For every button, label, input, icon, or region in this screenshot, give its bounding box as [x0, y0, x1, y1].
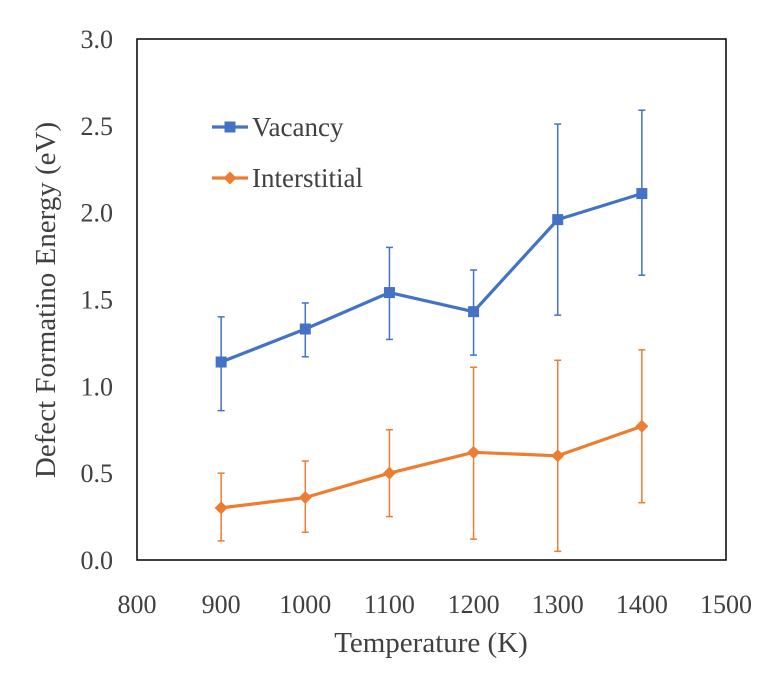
legend-marker-vacancy [224, 121, 236, 133]
y-tick-label: 2.5 [81, 112, 114, 141]
series-line-vacancy [220, 192, 643, 364]
y-axis-title: Defect Formatino Energy (eV) [30, 122, 62, 478]
series-interstitial [214, 349, 649, 553]
legend-item-interstitial: Interstitial [212, 163, 363, 193]
x-tick-label: 1400 [616, 590, 668, 619]
data-point-vacancy [299, 323, 311, 335]
plot-area-frame [136, 38, 727, 561]
legend-item-vacancy: Vacancy [212, 112, 344, 142]
data-point-interstitial [635, 419, 649, 433]
series-vacancy [215, 109, 648, 412]
x-tick-label: 1000 [279, 590, 331, 619]
x-tick-label: 1500 [700, 590, 752, 619]
series-layer [214, 109, 649, 553]
x-tick-label: 1300 [532, 590, 584, 619]
data-point-vacancy [636, 188, 648, 200]
data-point-interstitial [551, 449, 565, 463]
data-point-interstitial [467, 445, 481, 459]
x-tick-label: 1100 [364, 590, 415, 619]
x-tick-label: 800 [118, 590, 157, 619]
y-tick-label: 0.0 [81, 546, 114, 575]
legend: Vacancy Interstitial [212, 112, 363, 193]
data-point-vacancy [383, 287, 395, 299]
series-line-interstitial [220, 424, 643, 510]
y-tick-label: 3.0 [81, 25, 114, 54]
y-tick-labels: 0.0 0.5 1.0 1.5 2.0 2.5 3.0 [81, 25, 114, 575]
y-tick-label: 0.5 [81, 459, 114, 488]
x-axis-title: Temperature (K) [334, 627, 528, 659]
data-point-vacancy [215, 356, 227, 368]
data-point-interstitial [298, 490, 312, 504]
data-point-interstitial [214, 501, 228, 515]
legend-marker-interstitial [223, 171, 237, 185]
x-tick-label: 1200 [448, 590, 500, 619]
y-tick-label: 2.0 [81, 199, 114, 228]
data-point-vacancy [552, 214, 564, 226]
legend-label-interstitial: Interstitial [252, 163, 363, 193]
data-point-interstitial [382, 466, 396, 480]
y-tick-label: 1.0 [81, 372, 114, 401]
x-tick-labels: 800 900 1000 1100 1200 1300 1400 1500 [118, 590, 753, 619]
data-point-vacancy [468, 306, 480, 318]
y-tick-label: 1.5 [81, 286, 114, 315]
legend-label-vacancy: Vacancy [252, 112, 344, 142]
x-tick-label: 900 [202, 590, 241, 619]
